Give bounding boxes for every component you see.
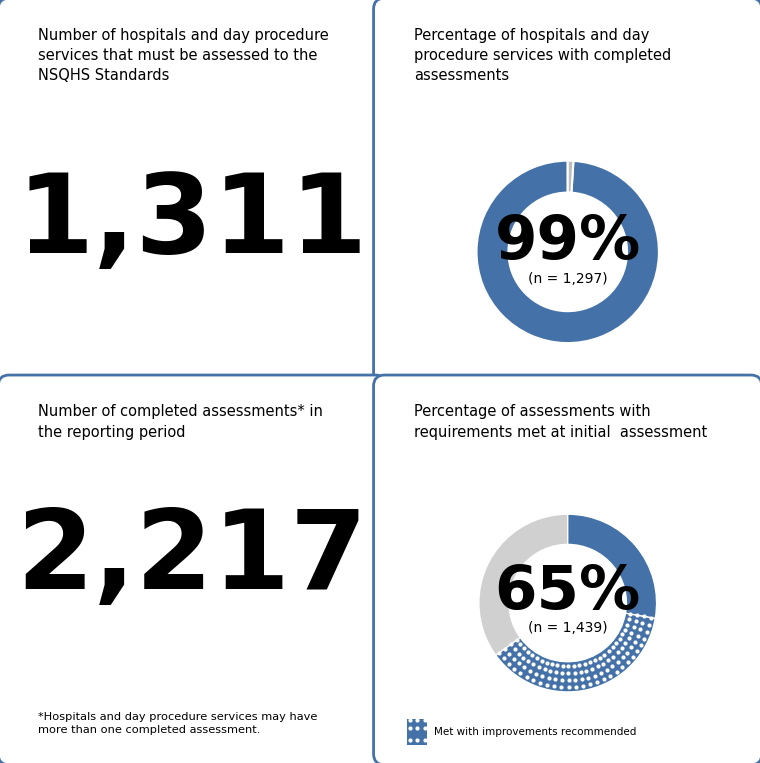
Text: 2,217: 2,217 (17, 505, 368, 613)
Text: Met with improvements recommended: Met with improvements recommended (434, 726, 636, 736)
FancyBboxPatch shape (374, 375, 760, 763)
Wedge shape (568, 514, 657, 619)
Text: Percentage of assessments with
requirements met at initial  assessment: Percentage of assessments with requireme… (414, 404, 707, 439)
Text: 1,311: 1,311 (17, 169, 368, 276)
Text: *Hospitals and day procedure services may have
more than one completed assessmen: *Hospitals and day procedure services ma… (39, 712, 318, 736)
Text: (n = 1,439): (n = 1,439) (528, 621, 607, 635)
Wedge shape (479, 514, 657, 692)
Wedge shape (477, 161, 659, 343)
FancyBboxPatch shape (0, 375, 386, 763)
Wedge shape (496, 613, 655, 692)
Text: 99%: 99% (495, 214, 641, 272)
Text: Percentage of hospitals and day
procedure services with completed
assessments: Percentage of hospitals and day procedur… (414, 27, 671, 83)
FancyBboxPatch shape (0, 0, 386, 388)
Text: Number of completed assessments* in
the reporting period: Number of completed assessments* in the … (39, 404, 323, 439)
Text: 65%: 65% (495, 563, 641, 622)
Wedge shape (568, 161, 574, 193)
Text: Number of hospitals and day procedure
services that must be assessed to the
NSQH: Number of hospitals and day procedure se… (39, 27, 329, 83)
FancyBboxPatch shape (374, 0, 760, 388)
Text: (n = 1,297): (n = 1,297) (528, 272, 607, 286)
FancyBboxPatch shape (407, 719, 427, 745)
